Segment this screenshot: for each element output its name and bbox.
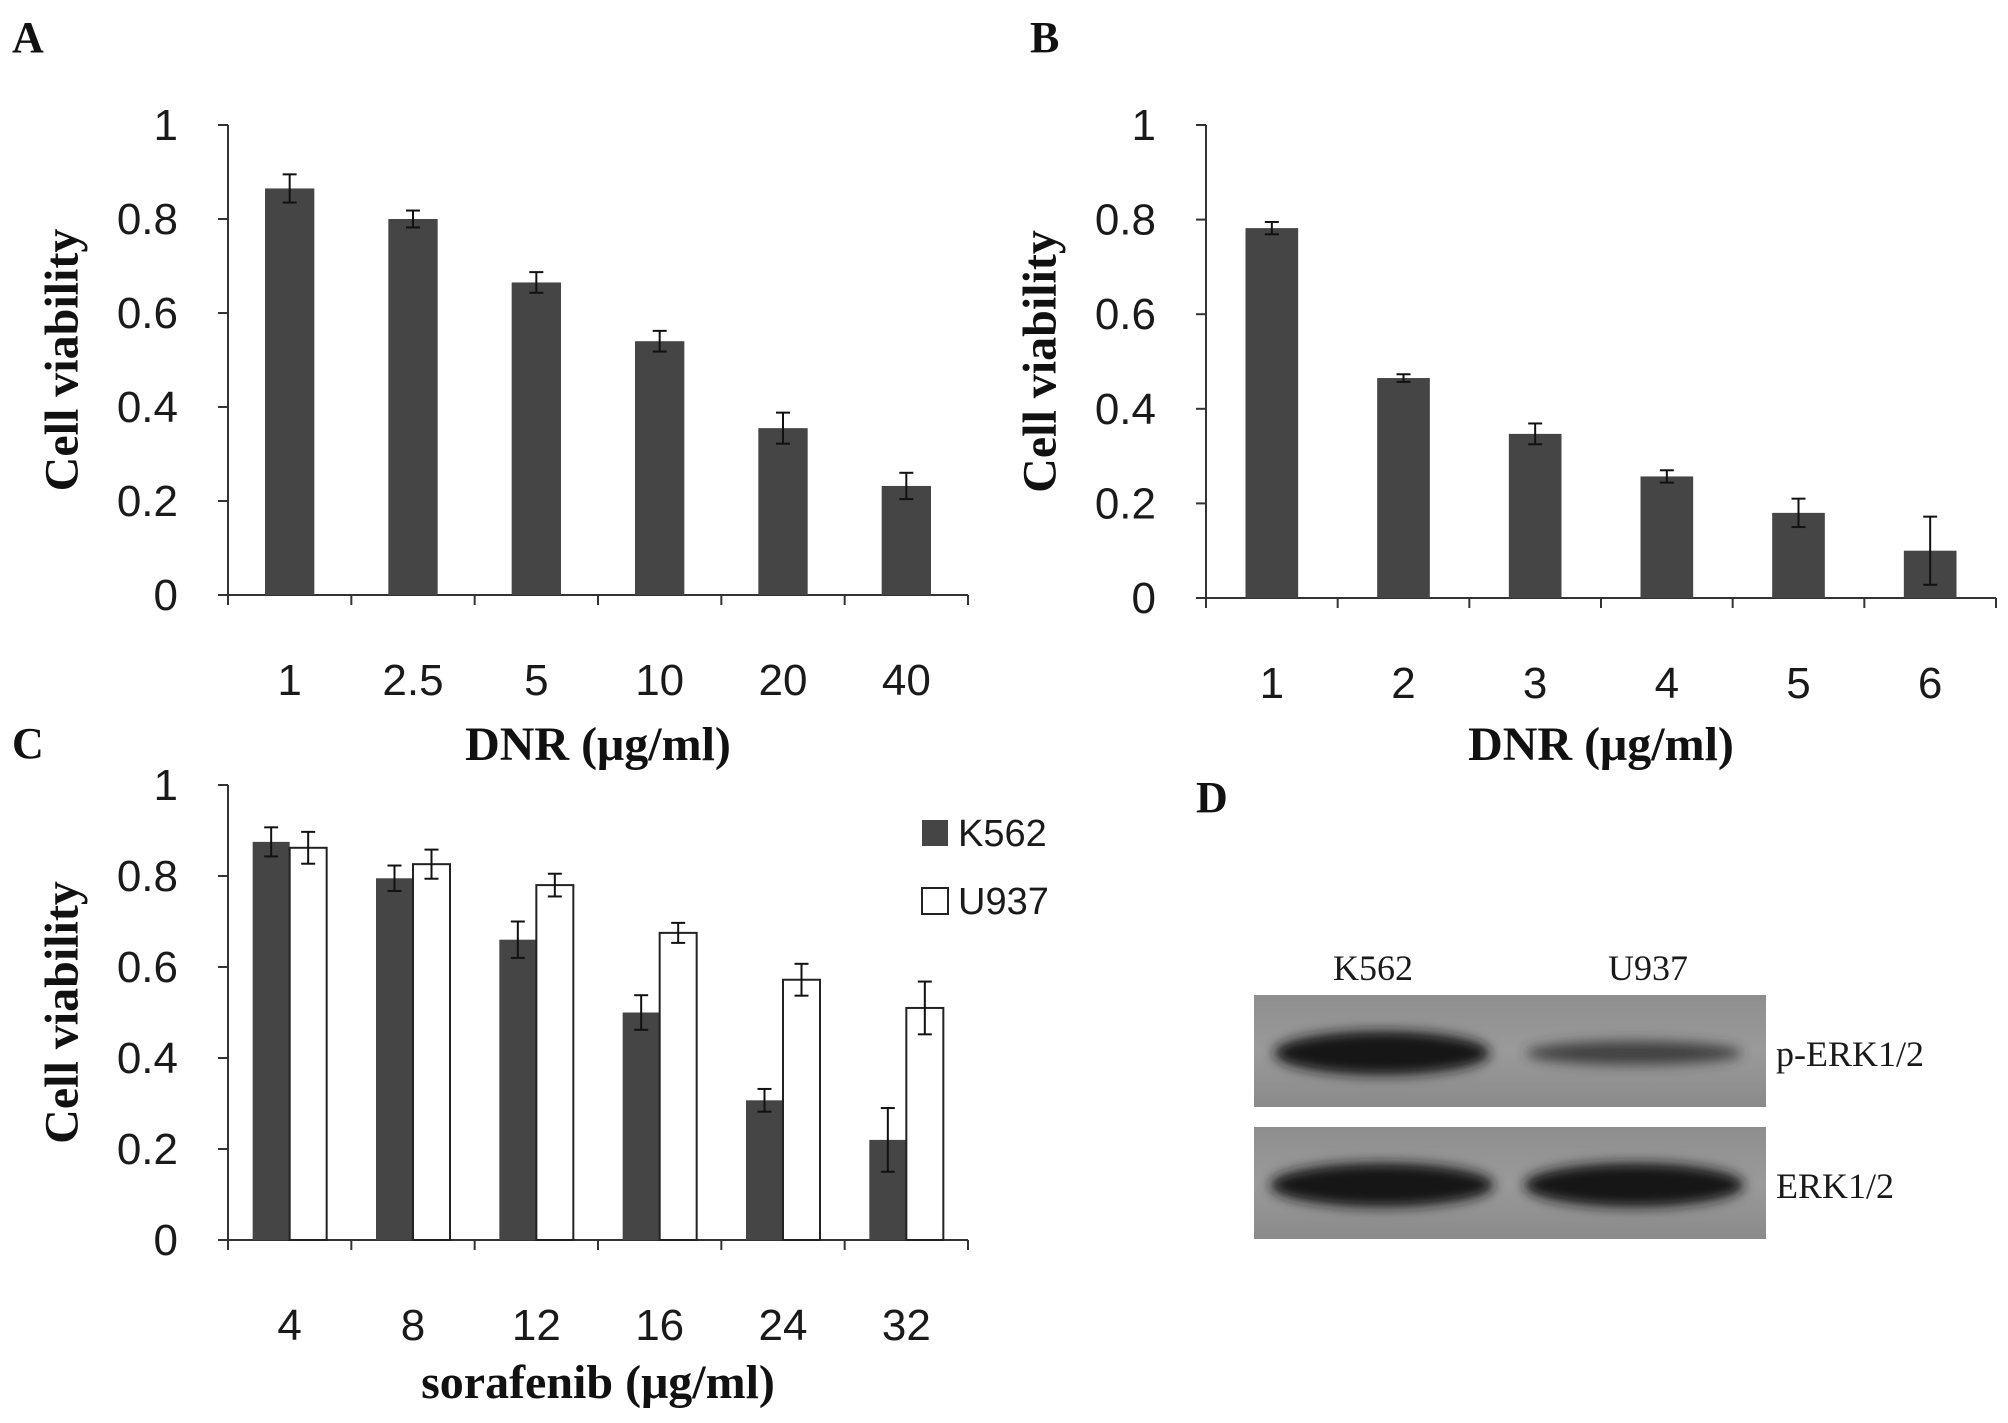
legend-swatch [921, 887, 949, 915]
bar [1640, 476, 1694, 598]
bar [412, 863, 451, 1241]
y-tick-label: 0.6 [117, 289, 178, 338]
y-tick-label: 0.4 [117, 1034, 178, 1083]
legend-label: U937 [958, 881, 1049, 923]
bar [622, 1012, 660, 1240]
chart-b: 0 0.2 0.4 0.6 0.8 1 1 2 3 4 5 6 Cell viability DNR (μ… [1014, 101, 1997, 771]
blot-lane-label-k562: K562 [1333, 948, 1413, 988]
x-tick-label: 4 [1655, 659, 1679, 708]
y-tick-label: 0.6 [117, 943, 178, 992]
blot-band-p-erk-u937 [1526, 1041, 1742, 1065]
blot-row-label-p-erk: p-ERK1/2 [1776, 1034, 1924, 1074]
bar [265, 188, 315, 595]
bar [288, 846, 328, 1241]
x-tick-label: 3 [1523, 659, 1547, 708]
x-tick-label: 24 [759, 1301, 808, 1350]
bar [499, 939, 537, 1240]
y-tick-label: 0.2 [117, 1125, 178, 1174]
blot-row-label-erk: ERK1/2 [1776, 1166, 1894, 1206]
bar [905, 1006, 945, 1242]
legend-label: K562 [958, 813, 1047, 855]
blot-band-erk-k562 [1270, 1163, 1494, 1207]
panel-letter-c: C [12, 719, 44, 768]
x-axis-title: DNR (μg/ml) [1468, 718, 1734, 771]
y-tick-label: 1 [154, 101, 178, 150]
blot-lane-label-u937: U937 [1608, 948, 1688, 988]
y-axis-title: Cell viability [36, 229, 89, 492]
panel-letter-d: D [1196, 773, 1228, 822]
y-tick-label: 0 [1132, 574, 1156, 623]
blot-band-p-erk-k562 [1274, 1031, 1490, 1075]
y-tick-label: 0.2 [117, 477, 178, 526]
bar [376, 878, 413, 1240]
y-tick-label: 0.4 [1095, 385, 1156, 434]
x-tick-label: 1 [277, 656, 301, 705]
y-axis-title: Cell viability [36, 881, 89, 1144]
western-blot: K562 U937 p-ERK1/2 ERK1/2 [1254, 948, 1924, 1239]
legend-swatch [922, 820, 948, 846]
bar [1245, 228, 1299, 598]
bar [1377, 378, 1430, 598]
x-tick-label: 6 [1918, 659, 1942, 708]
x-tick-label: 12 [512, 1301, 561, 1350]
y-tick-label: 1 [154, 761, 178, 810]
y-tick-label: 0.8 [117, 852, 178, 901]
x-tick-label: 5 [1786, 659, 1810, 708]
y-tick-label: 0 [154, 1216, 178, 1265]
y-axis-title: Cell viability [1014, 230, 1067, 493]
y-tick-label: 0.4 [117, 383, 178, 432]
y-tick-label: 0.8 [117, 195, 178, 244]
bar [758, 428, 808, 595]
y-tick-label: 0.8 [1095, 196, 1156, 245]
y-tick-label: 0.6 [1095, 290, 1156, 339]
bar [658, 931, 698, 1241]
bar [511, 282, 561, 595]
x-tick-label: 1 [1260, 659, 1284, 708]
chart-c: 0 0.2 0.4 0.6 0.8 1 4 8 12 16 24 32 Cell viability so… [36, 761, 1049, 1409]
x-tick-label: 10 [635, 656, 684, 705]
bar [252, 841, 290, 1240]
panel-letter-a: A [12, 13, 44, 62]
x-tick-label: 32 [882, 1301, 931, 1350]
y-tick-label: 0 [154, 571, 178, 620]
x-tick-label: 2.5 [382, 656, 443, 705]
bar [535, 884, 575, 1241]
bar [635, 341, 685, 595]
x-tick-label: 4 [277, 1301, 301, 1350]
panel-letter-b: B [1030, 13, 1059, 62]
chart-a: 0 0.2 0.4 0.6 0.8 1 1 2.5 5 10 20 40 Cell viability D… [36, 101, 969, 771]
x-tick-label: 16 [635, 1301, 684, 1350]
y-tick-label: 1 [1132, 101, 1156, 150]
x-tick-label: 40 [882, 656, 931, 705]
x-tick-label: 2 [1391, 659, 1415, 708]
bar [388, 219, 438, 595]
y-tick-label: 0.2 [1095, 479, 1156, 528]
x-axis-title: DNR (μg/ml) [465, 718, 731, 771]
x-tick-label: 20 [759, 656, 808, 705]
bar [1508, 433, 1562, 598]
bar [782, 978, 821, 1241]
x-axis-title: sorafenib (μg/ml) [421, 1356, 775, 1409]
blot-band-erk-u937 [1524, 1163, 1744, 1207]
bar [746, 1100, 783, 1240]
x-tick-label: 5 [524, 656, 548, 705]
x-tick-label: 8 [401, 1301, 425, 1350]
bar [881, 485, 931, 595]
